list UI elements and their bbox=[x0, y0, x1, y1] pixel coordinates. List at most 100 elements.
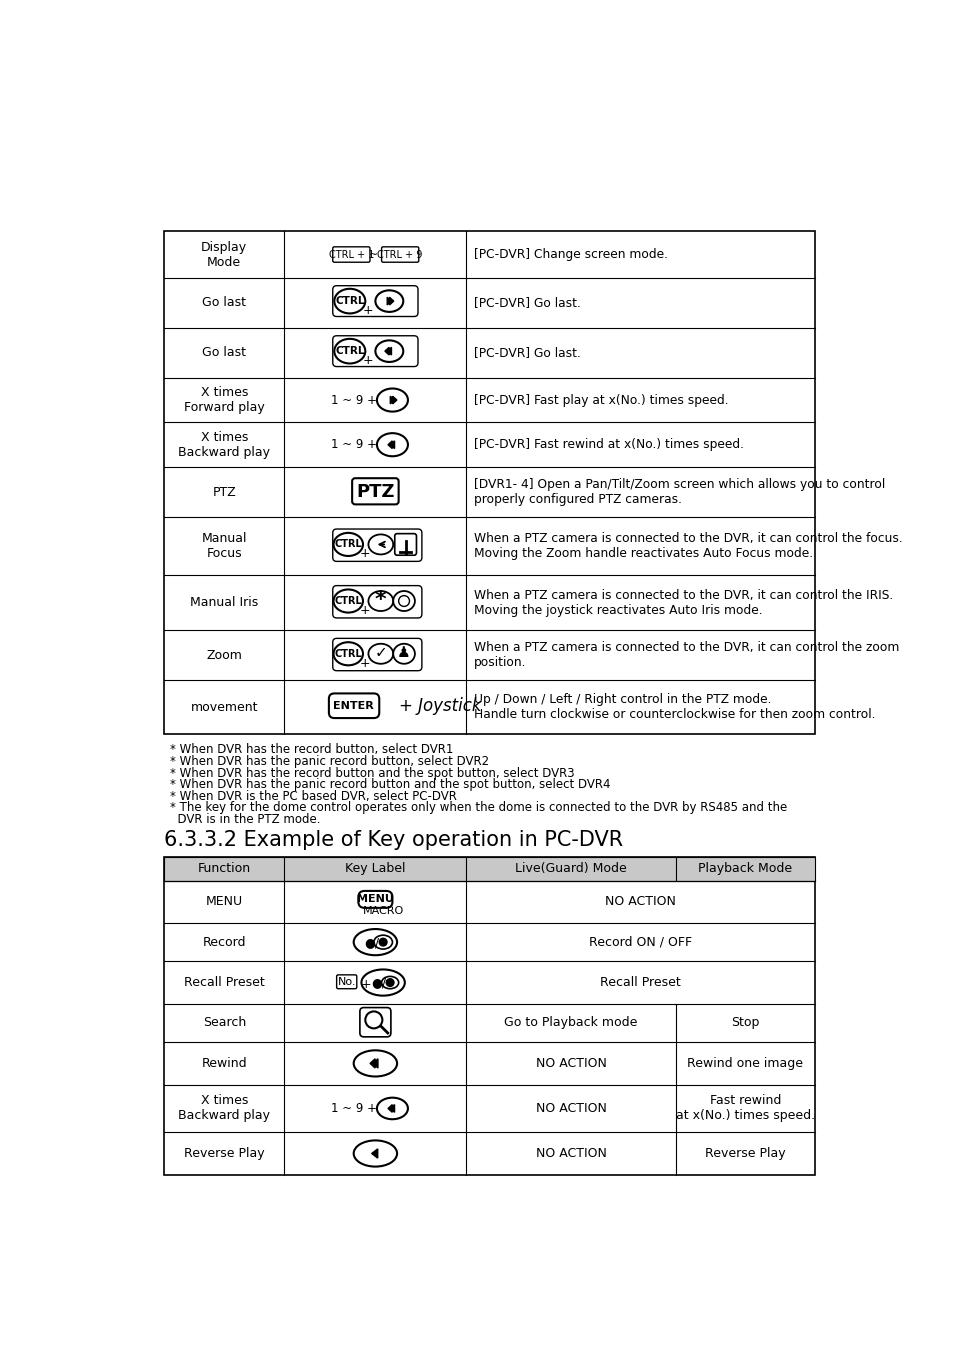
Ellipse shape bbox=[368, 535, 393, 554]
Text: Manual Iris: Manual Iris bbox=[190, 596, 258, 609]
Circle shape bbox=[398, 596, 409, 607]
Bar bbox=[164, 231, 815, 734]
Text: Fast rewind
at x(No.) times speed.: Fast rewind at x(No.) times speed. bbox=[675, 1094, 814, 1123]
FancyBboxPatch shape bbox=[352, 478, 398, 504]
Polygon shape bbox=[372, 1148, 377, 1158]
Polygon shape bbox=[390, 1105, 395, 1112]
Text: Go last: Go last bbox=[202, 296, 246, 309]
Text: +: + bbox=[359, 657, 370, 670]
Polygon shape bbox=[387, 347, 391, 355]
Text: Zoom: Zoom bbox=[206, 648, 242, 662]
Text: * When DVR has the record button, select DVR1: * When DVR has the record button, select… bbox=[170, 743, 453, 757]
Ellipse shape bbox=[354, 929, 396, 955]
Ellipse shape bbox=[375, 290, 403, 312]
Circle shape bbox=[386, 978, 394, 986]
Text: Live(Guard) Mode: Live(Guard) Mode bbox=[515, 862, 626, 875]
Text: When a PTZ camera is connected to the DVR, it can control the focus.
Moving the : When a PTZ camera is connected to the DV… bbox=[474, 532, 902, 559]
Text: DVR is in the PTZ mode.: DVR is in the PTZ mode. bbox=[170, 813, 320, 825]
FancyBboxPatch shape bbox=[329, 693, 379, 719]
Text: 1 ~ 9 +: 1 ~ 9 + bbox=[331, 438, 376, 451]
Text: MENU: MENU bbox=[356, 894, 394, 904]
Text: CTRL: CTRL bbox=[335, 648, 362, 659]
Ellipse shape bbox=[375, 340, 403, 362]
FancyBboxPatch shape bbox=[336, 975, 356, 989]
Text: Record ON / OFF: Record ON / OFF bbox=[589, 936, 692, 948]
Bar bbox=[164, 858, 815, 1174]
Text: +: + bbox=[359, 547, 370, 561]
Text: NO ACTION: NO ACTION bbox=[605, 896, 676, 908]
Circle shape bbox=[379, 939, 387, 946]
Ellipse shape bbox=[368, 644, 393, 663]
Ellipse shape bbox=[376, 1097, 408, 1119]
Circle shape bbox=[365, 1012, 382, 1028]
Ellipse shape bbox=[354, 1140, 396, 1166]
Text: 1 ~ 9 +: 1 ~ 9 + bbox=[331, 393, 376, 407]
Text: Playback Mode: Playback Mode bbox=[698, 862, 792, 875]
Text: X times
Backward play: X times Backward play bbox=[178, 431, 270, 459]
FancyBboxPatch shape bbox=[358, 890, 392, 908]
Ellipse shape bbox=[354, 1050, 396, 1077]
Text: [DVR1- 4] Open a Pan/Tilt/Zoom screen which allows you to control
properly confi: [DVR1- 4] Open a Pan/Tilt/Zoom screen wh… bbox=[474, 478, 884, 507]
Text: CTRL: CTRL bbox=[335, 539, 362, 550]
Text: ENTER: ENTER bbox=[333, 701, 374, 711]
Text: [PC-DVR] Go last.: [PC-DVR] Go last. bbox=[474, 346, 580, 359]
Text: 1 ~ 9 +: 1 ~ 9 + bbox=[331, 1102, 376, 1115]
Text: No.: No. bbox=[337, 977, 355, 986]
Polygon shape bbox=[370, 1059, 375, 1069]
Text: [PC-DVR] Fast play at x(No.) times speed.: [PC-DVR] Fast play at x(No.) times speed… bbox=[474, 393, 728, 407]
Polygon shape bbox=[393, 396, 396, 404]
Polygon shape bbox=[373, 1059, 377, 1069]
Text: Go last: Go last bbox=[202, 346, 246, 359]
FancyBboxPatch shape bbox=[333, 247, 370, 262]
FancyBboxPatch shape bbox=[395, 534, 416, 555]
Text: * When DVR is the PC based DVR, select PC-DVR: * When DVR is the PC based DVR, select P… bbox=[170, 790, 456, 802]
Polygon shape bbox=[388, 440, 392, 449]
Text: X times
Backward play: X times Backward play bbox=[178, 1094, 270, 1123]
Text: NO ACTION: NO ACTION bbox=[535, 1102, 606, 1115]
FancyBboxPatch shape bbox=[333, 285, 417, 316]
Text: Rewind: Rewind bbox=[201, 1056, 247, 1070]
Text: PTZ: PTZ bbox=[213, 485, 236, 499]
Text: [PC-DVR] Fast rewind at x(No.) times speed.: [PC-DVR] Fast rewind at x(No.) times spe… bbox=[474, 438, 743, 451]
FancyBboxPatch shape bbox=[333, 639, 421, 670]
Text: ♟: ♟ bbox=[396, 646, 411, 661]
Text: NO ACTION: NO ACTION bbox=[535, 1056, 606, 1070]
Text: * When DVR has the panic record button, select DVR2: * When DVR has the panic record button, … bbox=[170, 755, 488, 767]
Text: CTRL: CTRL bbox=[335, 596, 362, 607]
FancyBboxPatch shape bbox=[381, 247, 418, 262]
Text: MACRO: MACRO bbox=[362, 907, 404, 916]
Text: * When DVR has the record button and the spot button, select DVR3: * When DVR has the record button and the… bbox=[170, 766, 574, 780]
Ellipse shape bbox=[334, 532, 362, 557]
Text: Rewind one image: Rewind one image bbox=[687, 1056, 802, 1070]
Polygon shape bbox=[389, 297, 394, 305]
Text: ~: ~ bbox=[369, 250, 378, 259]
Text: Recall Preset: Recall Preset bbox=[184, 975, 264, 989]
Text: +: + bbox=[362, 354, 373, 367]
Text: Key Label: Key Label bbox=[345, 862, 405, 875]
Ellipse shape bbox=[361, 970, 404, 996]
Ellipse shape bbox=[334, 339, 365, 363]
Text: ●/: ●/ bbox=[363, 936, 378, 948]
Text: Stop: Stop bbox=[731, 1016, 759, 1029]
Ellipse shape bbox=[393, 590, 415, 611]
Text: + Joystick: + Joystick bbox=[398, 697, 480, 715]
Ellipse shape bbox=[334, 589, 362, 612]
Ellipse shape bbox=[376, 389, 408, 412]
Text: ✓: ✓ bbox=[374, 646, 387, 661]
Ellipse shape bbox=[334, 642, 362, 665]
Text: * The key for the dome control operates only when the dome is connected to the D: * The key for the dome control operates … bbox=[170, 801, 786, 815]
Text: 6.3.3.2 Example of Key operation in PC-DVR: 6.3.3.2 Example of Key operation in PC-D… bbox=[164, 831, 622, 851]
Text: CTRL: CTRL bbox=[335, 296, 364, 307]
Text: Search: Search bbox=[202, 1016, 246, 1029]
Text: Go to Playback mode: Go to Playback mode bbox=[504, 1016, 638, 1029]
Text: Manual
Focus: Manual Focus bbox=[201, 532, 247, 559]
Text: Up / Down / Left / Right control in the PTZ mode.
Handle turn clockwise or count: Up / Down / Left / Right control in the … bbox=[474, 693, 875, 721]
Text: +: + bbox=[360, 978, 371, 990]
Text: [PC-DVR] Change screen mode.: [PC-DVR] Change screen mode. bbox=[474, 249, 667, 261]
Polygon shape bbox=[387, 297, 391, 305]
Polygon shape bbox=[388, 1105, 392, 1112]
Ellipse shape bbox=[374, 935, 392, 948]
Text: CTRL: CTRL bbox=[335, 346, 364, 357]
Text: Reverse Play: Reverse Play bbox=[184, 1147, 264, 1161]
FancyBboxPatch shape bbox=[333, 585, 421, 617]
